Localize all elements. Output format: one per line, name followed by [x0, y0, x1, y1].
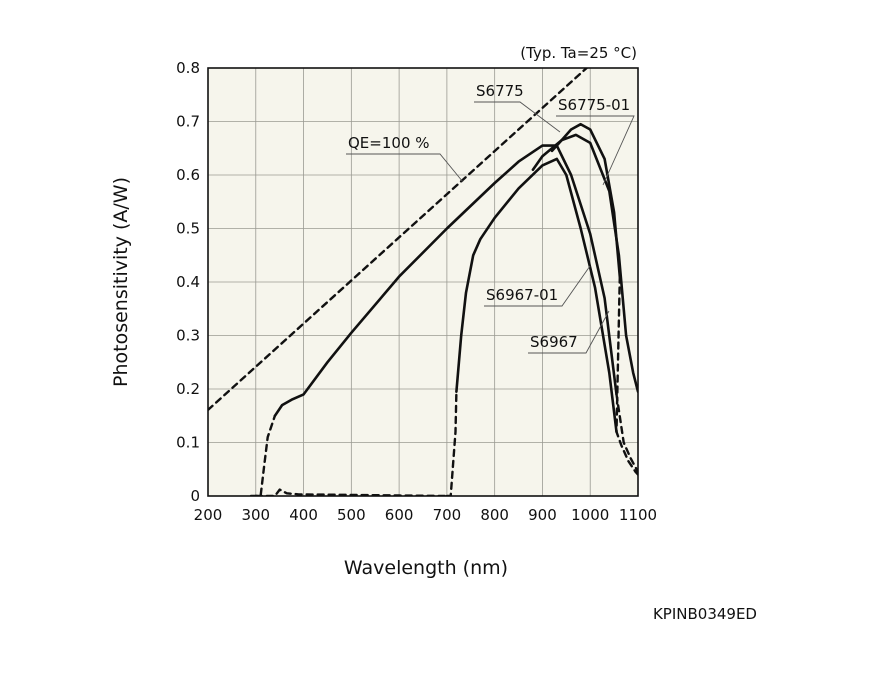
- series-label-qe-100: QE=100 %: [348, 134, 430, 152]
- document-code: KPINB0349ED: [653, 605, 757, 623]
- y-tick-label: 0.4: [176, 273, 200, 291]
- callout-layer: S6775 S6775-01 QE=100 % S6967-01 S6967: [346, 82, 635, 354]
- series-line-s6967-01: [455, 157, 618, 434]
- x-tick-label: 600: [385, 506, 414, 524]
- x-tick-label: 300: [241, 506, 270, 524]
- series-layer: [208, 68, 638, 496]
- x-tick-label: 700: [433, 506, 462, 524]
- series-line-s6775-01-dashed: [615, 393, 638, 474]
- series-line-s6967-01-dashed: [445, 390, 458, 496]
- y-tick-label: 0: [190, 487, 200, 505]
- x-tick-label: 1100: [619, 506, 657, 524]
- y-tick-label: 0.3: [176, 327, 200, 345]
- y-tick-label: 0.8: [176, 59, 200, 77]
- y-axis-title: Photosensitivity (A/W): [110, 177, 132, 387]
- x-axis-title: Wavelength (nm): [344, 557, 508, 579]
- y-tick-label: 0.1: [176, 434, 200, 452]
- y-tick-label: 0.6: [176, 166, 200, 184]
- series-leader-s6775: [474, 101, 561, 133]
- series-leader-s6967: [528, 310, 610, 354]
- x-tick-label: 400: [289, 506, 318, 524]
- grid: [208, 68, 638, 496]
- x-tick-label: 200: [194, 506, 223, 524]
- series-line-s6775-dashed: [249, 414, 277, 496]
- series-line-s6775: [273, 144, 618, 418]
- x-tick-label: 900: [528, 506, 557, 524]
- y-tick-label: 0.2: [176, 380, 200, 398]
- series-leader-qe-100: [346, 153, 464, 183]
- series-leader-s6967-01: [484, 265, 591, 307]
- series-label-s6967-01: S6967-01: [486, 286, 558, 304]
- condition-note: (Typ. Ta=25 °C): [520, 44, 637, 62]
- x-tick-label: 500: [337, 506, 366, 524]
- series-label-s6967: S6967: [530, 333, 578, 351]
- series-line-s6967-tail-dashed: [615, 275, 638, 476]
- x-tick-label: 1000: [571, 506, 609, 524]
- series-line-s6775-01-peak: [550, 122, 622, 278]
- plot-border: [207, 67, 639, 497]
- series-leader-s6775-01: [556, 115, 635, 186]
- y-tick-label: 0.7: [176, 113, 200, 131]
- tick-layer: 200 300 400 500 600 700 800 900 1000 1100 0 0.1 0.2 0…: [176, 59, 657, 524]
- series-line-s6775-01: [531, 133, 638, 393]
- series-line-qe-100: [208, 68, 589, 412]
- series-label-s6775-01: S6775-01: [558, 96, 630, 114]
- series-label-s6775: S6775: [476, 82, 524, 100]
- x-tick-label: 800: [480, 506, 509, 524]
- y-tick-label: 0.5: [176, 220, 200, 238]
